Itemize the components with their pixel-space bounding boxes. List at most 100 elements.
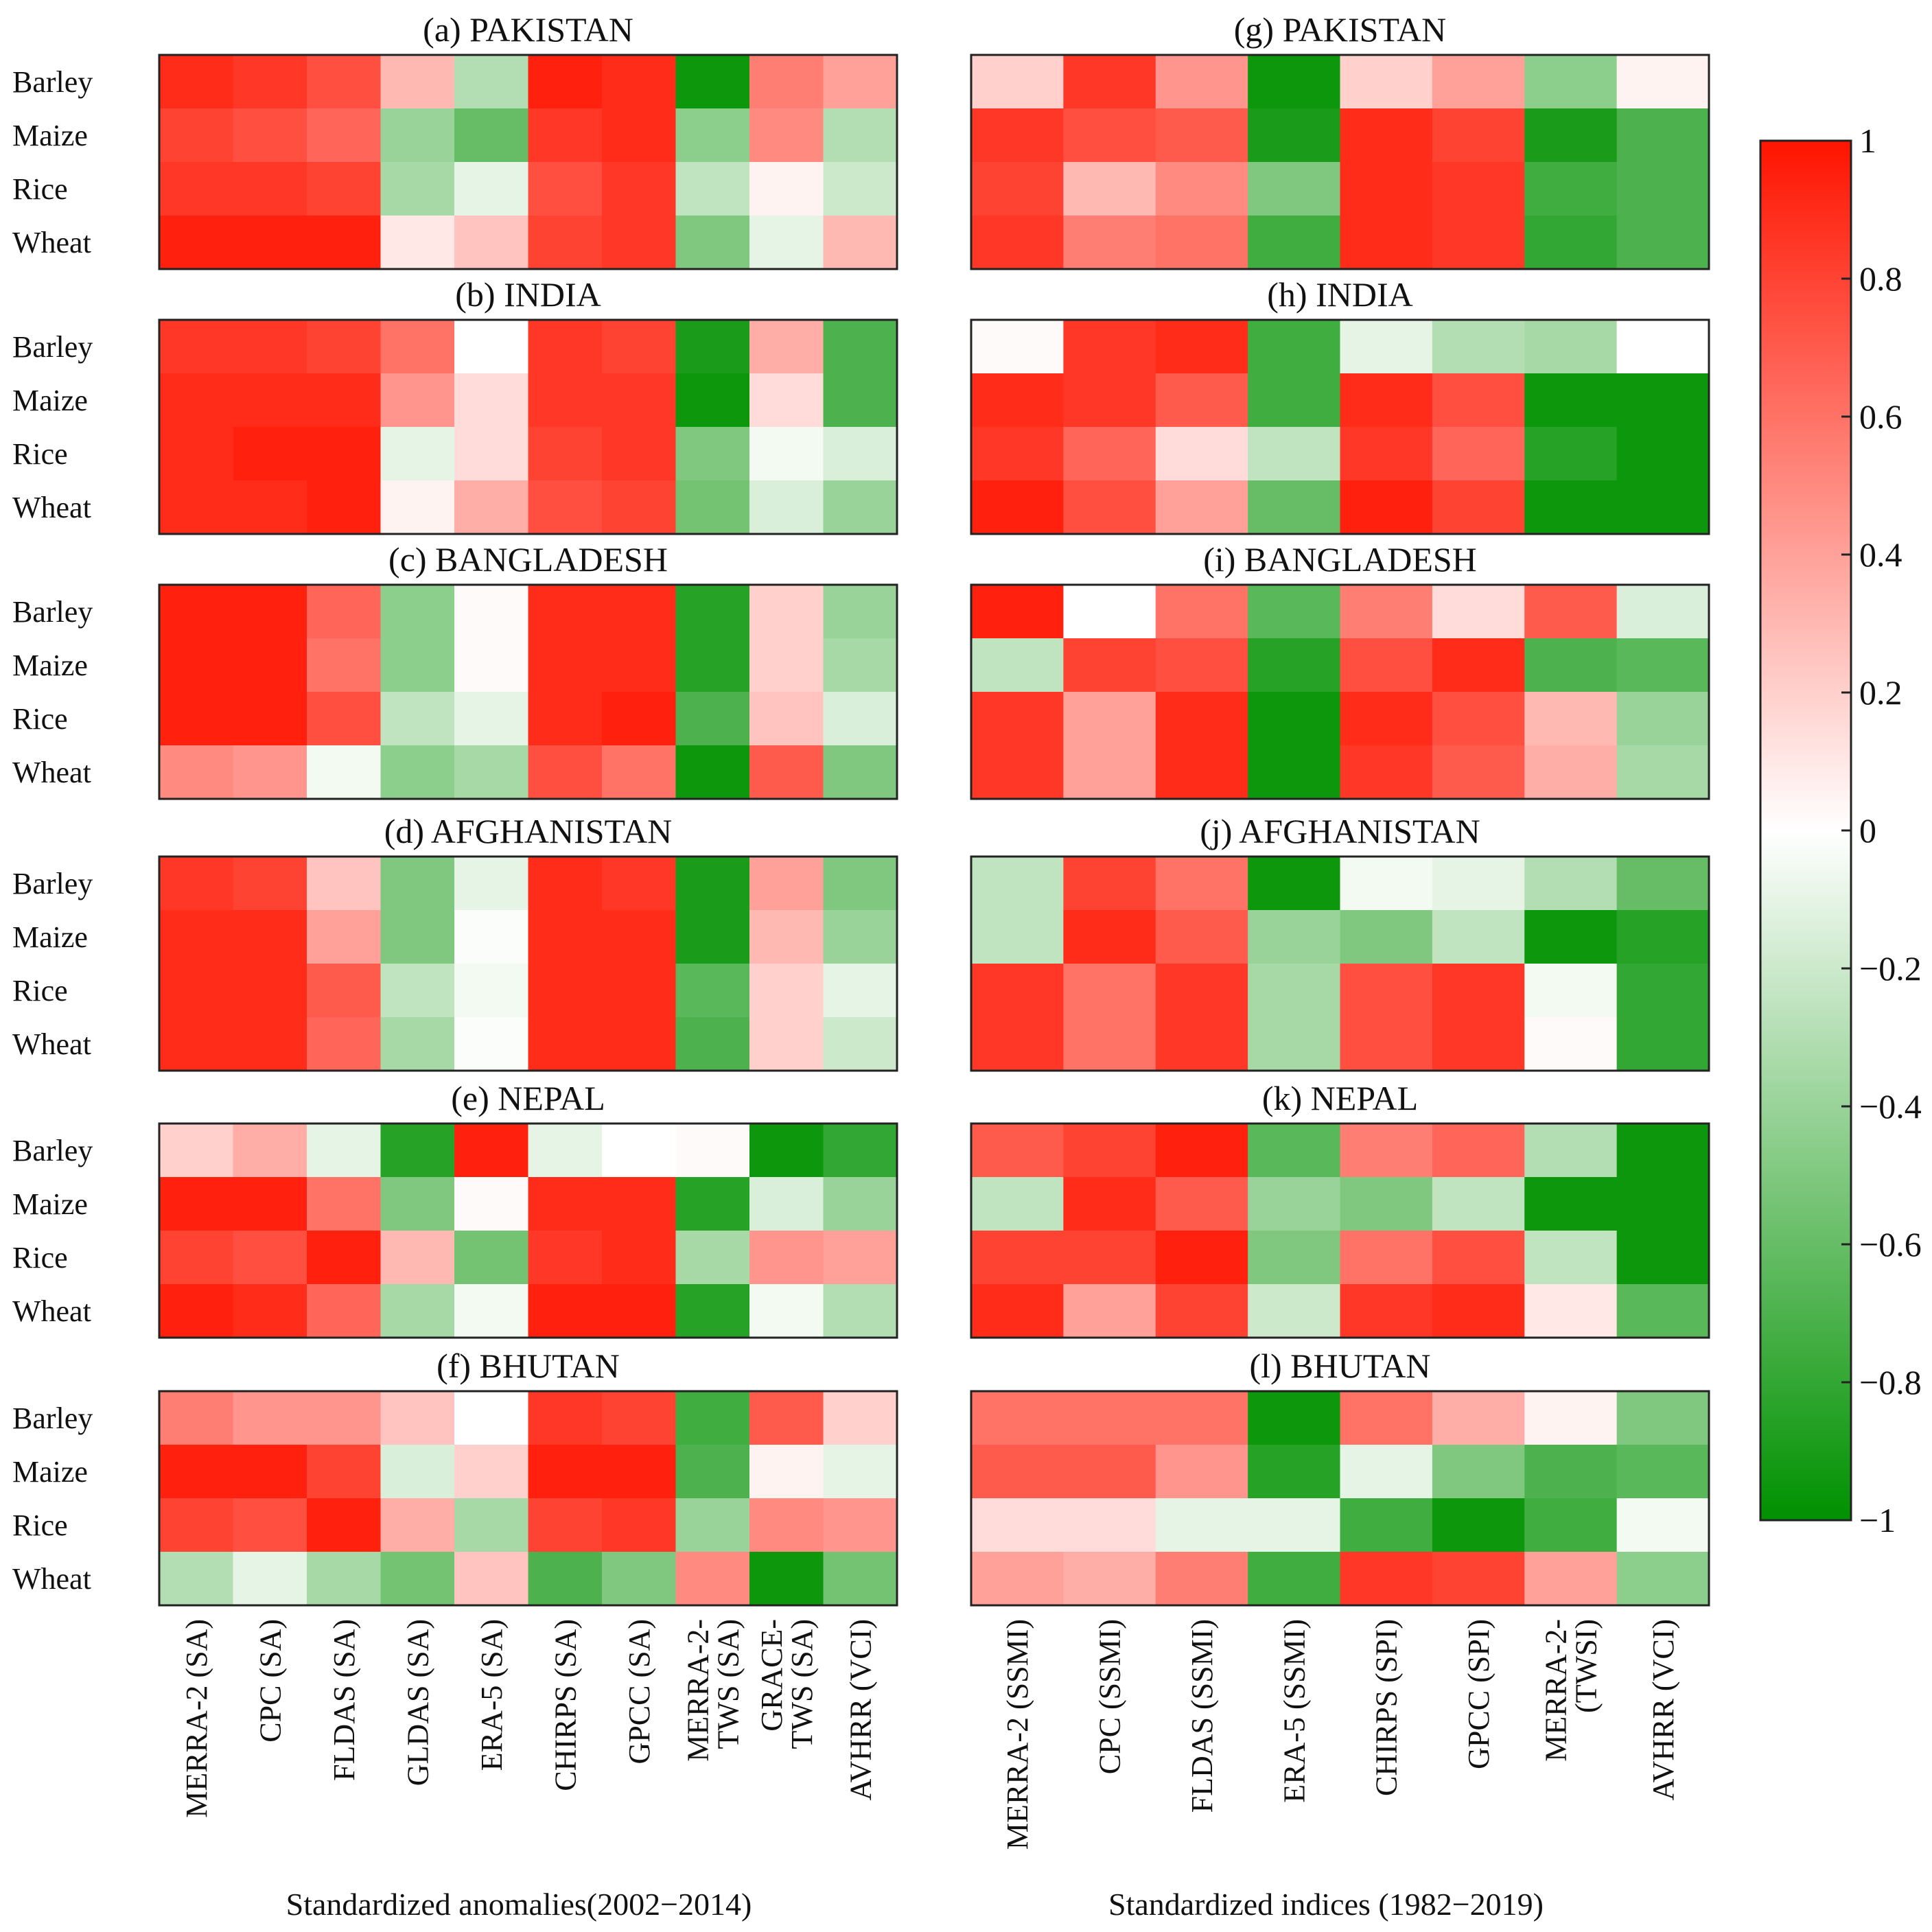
- row-label: Maize: [12, 1455, 88, 1489]
- row-label: Barley: [12, 867, 93, 900]
- heatmap-cell: [1616, 216, 1710, 270]
- heatmap-cell: [971, 427, 1064, 481]
- heatmap-cell: [454, 427, 529, 481]
- heatmap-cell: [1524, 480, 1618, 535]
- heatmap-cell: [159, 108, 234, 163]
- heatmap-cell: [1432, 1391, 1525, 1445]
- heatmap-cell: [1616, 692, 1710, 746]
- heatmap-cell: [528, 1231, 603, 1285]
- heatmap-cell: [1432, 638, 1525, 693]
- heatmap-cell: [1063, 638, 1156, 693]
- column-label: AVHRR (VCI): [843, 1619, 877, 1800]
- heatmap-cell: [1248, 373, 1341, 428]
- heatmap-cell: [1155, 1017, 1248, 1071]
- heatmap-cell: [159, 1284, 234, 1338]
- heatmap-cell: [454, 1177, 529, 1231]
- heatmap-cell: [1248, 55, 1341, 109]
- row-label: Wheat: [12, 1294, 91, 1328]
- heatmap-cell: [528, 638, 603, 693]
- heatmap-cell: [1616, 1124, 1710, 1178]
- heatmap-cell: [1432, 1445, 1525, 1499]
- heatmap-cell: [307, 108, 382, 163]
- heatmap-cell: [602, 55, 677, 109]
- heatmap-cell: [1524, 1284, 1618, 1338]
- column-label: GRACE-TWS (SA): [755, 1619, 819, 1749]
- heatmap-cell: [749, 1498, 824, 1552]
- heatmap-cell: [233, 638, 307, 693]
- heatmap-cell: [1340, 745, 1433, 800]
- heatmap-cell: [528, 55, 603, 109]
- heatmap-cell: [528, 1498, 603, 1552]
- heatmap-cell: [454, 162, 529, 216]
- heatmap-cell: [307, 1445, 382, 1499]
- panel-frame: [970, 1390, 1710, 1607]
- heatmap-cell: [307, 964, 382, 1018]
- heatmap-cell: [971, 1177, 1064, 1231]
- heatmap-cell: [159, 55, 234, 109]
- heatmap-cell: [1432, 964, 1525, 1018]
- heatmap-cell: [1524, 1445, 1618, 1499]
- heatmap-cell: [1340, 1231, 1433, 1285]
- heatmap-cell: [1616, 1017, 1710, 1071]
- column-label-line: GLDAS (SA): [401, 1619, 434, 1786]
- panel-right-6: (l) BHUTAN: [970, 1347, 1710, 1607]
- heatmap-cell: [971, 1124, 1064, 1178]
- heatmap-cell: [233, 1177, 307, 1231]
- heatmap-cell: [1616, 373, 1710, 428]
- heatmap-cell: [528, 857, 603, 911]
- heatmap-cell: [823, 745, 898, 800]
- heatmap-cell: [1524, 585, 1618, 639]
- heatmap-cell: [749, 1124, 824, 1178]
- column-label: AVHRR (VCI): [1646, 1619, 1680, 1800]
- heatmap-cell: [1063, 585, 1156, 639]
- heatmap-cell: [602, 585, 677, 639]
- heatmap-cell: [1155, 1124, 1248, 1178]
- heatmap-cell: [454, 638, 529, 693]
- heatmap-cell: [380, 857, 455, 911]
- heatmap-cell: [1063, 1017, 1156, 1071]
- heatmap-cell: [971, 162, 1064, 216]
- heatmap-cell: [971, 320, 1064, 374]
- heatmap-cell: [159, 1124, 234, 1178]
- heatmap-cell: [1155, 1498, 1248, 1552]
- heatmap-cell: [233, 320, 307, 374]
- heatmap-cell: [528, 1552, 603, 1606]
- heatmap-cell: [602, 692, 677, 746]
- heatmap-cell: [528, 320, 603, 374]
- heatmap-cell: [233, 745, 307, 800]
- heatmap-cell: [528, 216, 603, 270]
- heatmap-cell: [1155, 692, 1248, 746]
- row-label: Barley: [12, 1401, 93, 1435]
- heatmap-cell: [528, 1445, 603, 1499]
- heatmap-cell: [159, 910, 234, 964]
- heatmap-cell: [1524, 1124, 1618, 1178]
- column-label: MERRA-2-(TWSI): [1539, 1619, 1603, 1762]
- heatmap-cell: [159, 692, 234, 746]
- heatmap-cell: [602, 108, 677, 163]
- heatmap-cell: [749, 638, 824, 693]
- heatmap-cell: [1340, 1445, 1433, 1499]
- heatmap-cell: [1248, 216, 1341, 270]
- heatmap-cell: [380, 162, 455, 216]
- left-x-caption: Standardized anomalies(2002−2014): [286, 1887, 752, 1922]
- heatmap-cell: [602, 320, 677, 374]
- colorbar-gradient: [1759, 139, 1852, 1522]
- heatmap-cell: [749, 1231, 824, 1285]
- column-label-line: TWS (SA): [785, 1619, 819, 1749]
- heatmap-cell: [971, 638, 1064, 693]
- heatmap-cell: [1616, 108, 1710, 163]
- panel-title: (j) AFGHANISTAN: [1200, 812, 1480, 850]
- heatmap-cell: [1616, 320, 1710, 374]
- heatmap-cell: [1616, 964, 1710, 1018]
- heatmap-cell: [1248, 427, 1341, 481]
- panel-title: (f) BHUTAN: [437, 1347, 620, 1385]
- heatmap-cell: [380, 1124, 455, 1178]
- heatmap-cell: [1432, 745, 1525, 800]
- colorbar-tick-label: 0.4: [1859, 535, 1902, 574]
- heatmap-cell: [1616, 745, 1710, 800]
- panel-frame: [970, 855, 1710, 1072]
- heatmap-cell: [971, 55, 1064, 109]
- heatmap-cell: [1616, 585, 1710, 639]
- heatmap-cell: [1340, 1498, 1433, 1552]
- heatmap-cell: [454, 585, 529, 639]
